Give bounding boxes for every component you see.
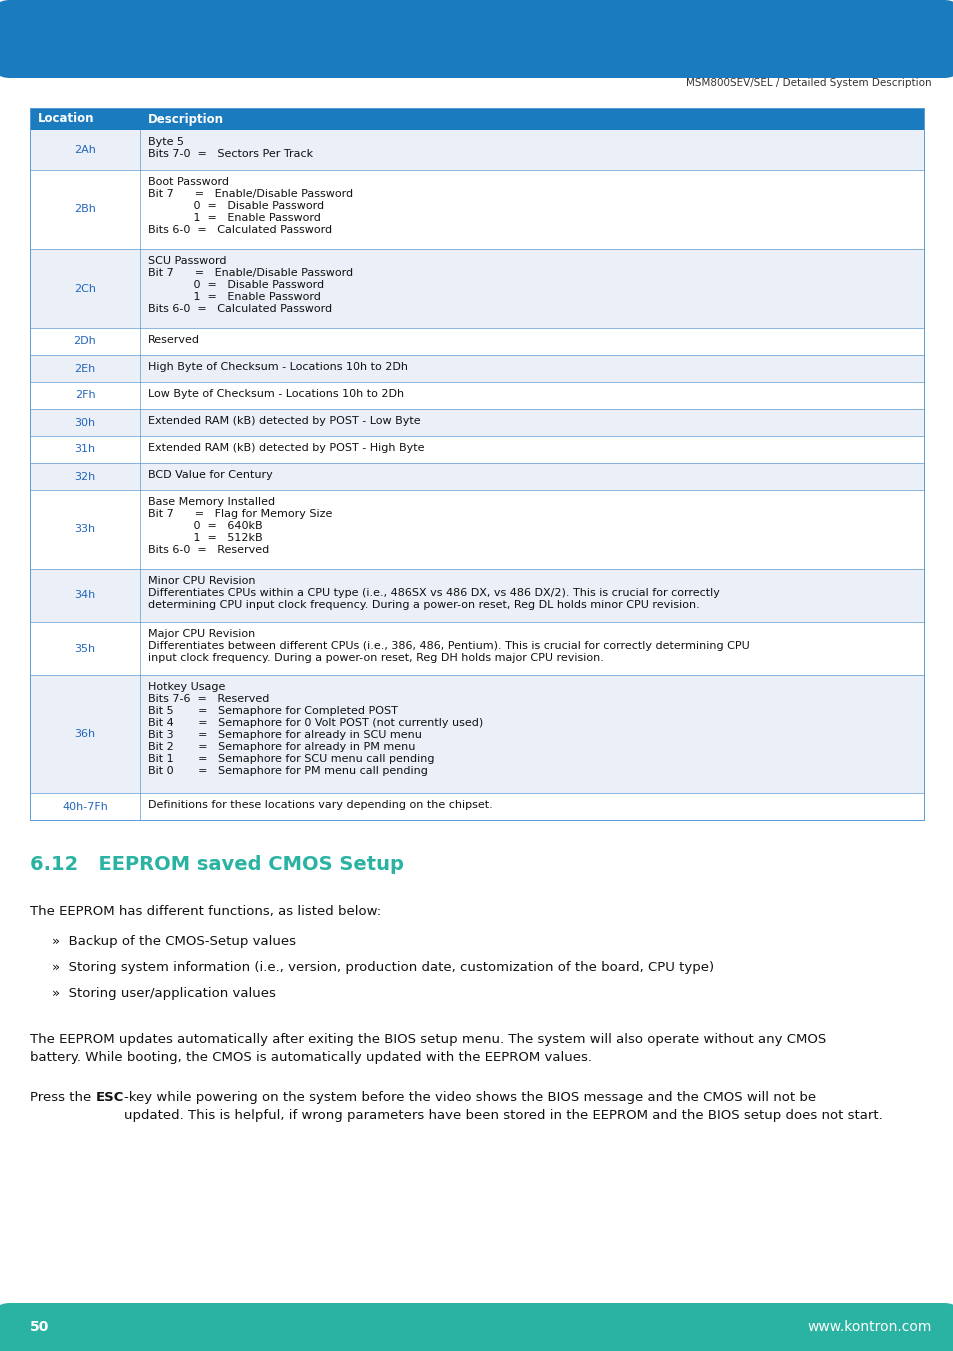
Text: 31h: 31h <box>74 444 95 454</box>
Text: Hotkey Usage
Bits 7-6  =   Reserved
Bit 5       =   Semaphore for Completed POST: Hotkey Usage Bits 7-6 = Reserved Bit 5 =… <box>148 682 483 775</box>
Text: 34h: 34h <box>74 590 95 600</box>
Text: BCD Value for Century: BCD Value for Century <box>148 470 273 480</box>
Text: 40h-7Fh: 40h-7Fh <box>62 801 108 812</box>
Text: www.kontron.com: www.kontron.com <box>807 1320 931 1333</box>
Bar <box>30 170 923 249</box>
Text: -key while powering on the system before the video shows the BIOS message and th: -key while powering on the system before… <box>124 1092 882 1121</box>
Text: Major CPU Revision
Differentiates between different CPUs (i.e., 386, 486, Pentiu: Major CPU Revision Differentiates betwee… <box>148 630 749 663</box>
Text: Reserved: Reserved <box>148 335 200 345</box>
Bar <box>30 463 923 490</box>
Bar <box>30 676 923 793</box>
Bar <box>30 621 923 676</box>
Bar <box>30 328 923 355</box>
FancyBboxPatch shape <box>0 0 953 78</box>
Text: Location: Location <box>38 112 94 126</box>
Text: Byte 5
Bits 7-0  =   Sectors Per Track: Byte 5 Bits 7-0 = Sectors Per Track <box>148 136 313 159</box>
Text: ESC: ESC <box>95 1092 124 1104</box>
Text: 32h: 32h <box>74 471 95 481</box>
Text: »  Backup of the CMOS-Setup values: » Backup of the CMOS-Setup values <box>52 935 295 948</box>
Bar <box>30 108 923 130</box>
Text: 50: 50 <box>30 1320 50 1333</box>
Text: SCU Password
Bit 7      =   Enable/Disable Password
             0  =   Disable : SCU Password Bit 7 = Enable/Disable Pass… <box>148 255 353 313</box>
Text: The EEPROM updates automatically after exiting the BIOS setup menu. The system w: The EEPROM updates automatically after e… <box>30 1034 825 1065</box>
Text: 33h: 33h <box>74 524 95 535</box>
Text: »  Storing user/application values: » Storing user/application values <box>52 988 275 1000</box>
Text: 35h: 35h <box>74 643 95 654</box>
Text: 2Eh: 2Eh <box>74 363 95 373</box>
Text: 2Ah: 2Ah <box>74 145 96 155</box>
Text: Definitions for these locations vary depending on the chipset.: Definitions for these locations vary dep… <box>148 800 493 811</box>
Text: Minor CPU Revision
Differentiates CPUs within a CPU type (i.e., 486SX vs 486 DX,: Minor CPU Revision Differentiates CPUs w… <box>148 576 720 611</box>
Text: Base Memory Installed
Bit 7      =   Flag for Memory Size
             0  =   64: Base Memory Installed Bit 7 = Flag for M… <box>148 497 332 555</box>
Bar <box>30 130 923 170</box>
Text: Extended RAM (kB) detected by POST - High Byte: Extended RAM (kB) detected by POST - Hig… <box>148 443 424 453</box>
Bar <box>30 108 923 820</box>
Text: Low Byte of Checksum - Locations 10h to 2Dh: Low Byte of Checksum - Locations 10h to … <box>148 389 404 399</box>
Bar <box>30 436 923 463</box>
Text: Boot Password
Bit 7      =   Enable/Disable Password
             0  =   Disable: Boot Password Bit 7 = Enable/Disable Pas… <box>148 177 353 235</box>
Text: 2Fh: 2Fh <box>74 390 95 400</box>
Text: 36h: 36h <box>74 730 95 739</box>
Text: 30h: 30h <box>74 417 95 427</box>
Text: The EEPROM has different functions, as listed below:: The EEPROM has different functions, as l… <box>30 905 381 917</box>
Text: Press the: Press the <box>30 1092 95 1104</box>
Text: 6.12   EEPROM saved CMOS Setup: 6.12 EEPROM saved CMOS Setup <box>30 855 403 874</box>
Text: MSM800SEV/SEL / Detailed System Description: MSM800SEV/SEL / Detailed System Descript… <box>685 78 931 88</box>
Text: High Byte of Checksum - Locations 10h to 2Dh: High Byte of Checksum - Locations 10h to… <box>148 362 408 372</box>
Bar <box>30 355 923 382</box>
Text: Extended RAM (kB) detected by POST - Low Byte: Extended RAM (kB) detected by POST - Low… <box>148 416 420 426</box>
Text: »  Storing system information (i.e., version, production date, customization of : » Storing system information (i.e., vers… <box>52 961 714 974</box>
Bar <box>30 569 923 621</box>
Text: 2Bh: 2Bh <box>74 204 96 215</box>
Text: 2Ch: 2Ch <box>74 284 96 293</box>
FancyBboxPatch shape <box>0 1302 953 1351</box>
Bar <box>30 793 923 820</box>
Bar <box>30 382 923 409</box>
Bar <box>30 409 923 436</box>
Bar <box>30 249 923 328</box>
Text: Description: Description <box>148 112 224 126</box>
Bar <box>30 490 923 569</box>
Text: 2Dh: 2Dh <box>73 336 96 346</box>
